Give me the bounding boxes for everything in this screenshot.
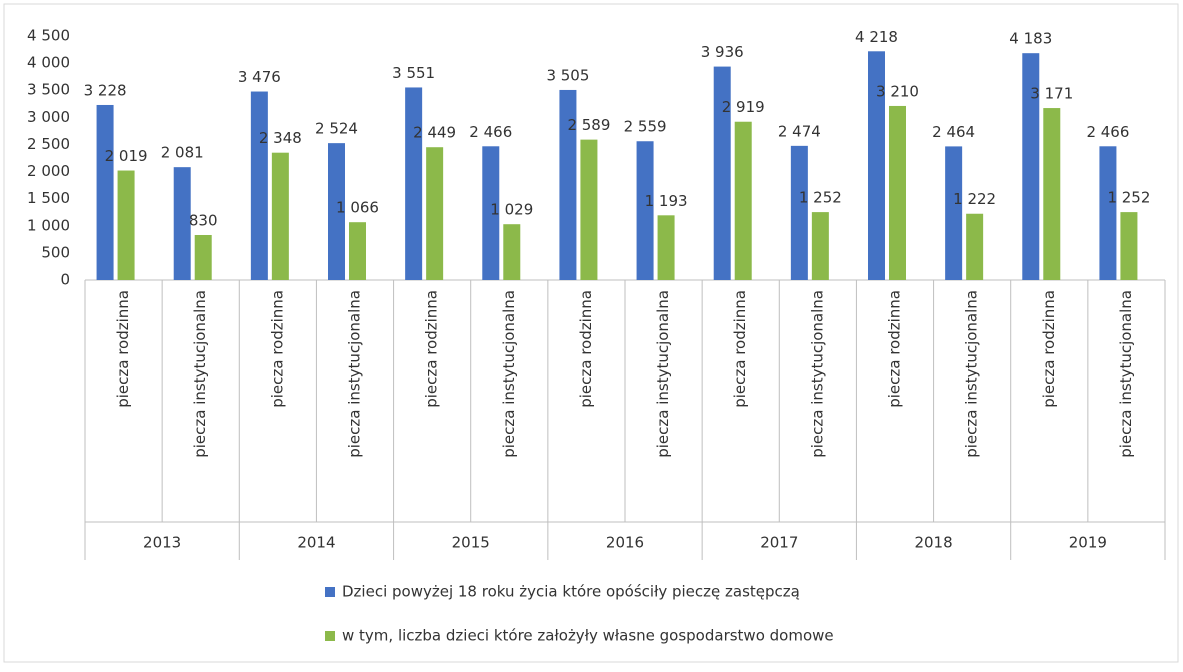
bar — [559, 89, 577, 280]
group-label: 2016 — [606, 534, 644, 552]
y-tick-label: 3 000 — [27, 108, 70, 126]
y-tick-label: 500 — [41, 243, 70, 261]
data-label: 2 348 — [259, 129, 302, 147]
bar — [503, 224, 521, 280]
data-label: 1 193 — [645, 192, 688, 210]
x-tick-label: piecza rodzinna — [114, 290, 132, 408]
data-label: 3 210 — [876, 82, 919, 100]
bar — [349, 222, 366, 280]
bar — [713, 66, 731, 281]
y-tick-label: 4 500 — [27, 27, 70, 45]
group-label: 2014 — [297, 534, 335, 552]
data-label: 1 222 — [953, 190, 996, 208]
x-tick-label: piecza instytucjonalna — [191, 290, 209, 458]
data-label: 4 183 — [1009, 30, 1052, 48]
x-tick-label: piecza rodzinna — [886, 290, 904, 408]
bar — [1043, 108, 1061, 280]
x-tick-label: piecza instytucjonalna — [654, 290, 672, 458]
bar — [945, 146, 963, 280]
x-tick-label: piecza instytucjonalna — [808, 290, 826, 458]
data-label: 830 — [189, 211, 218, 229]
data-label: 3 505 — [546, 66, 589, 84]
y-tick-label: 2 500 — [27, 135, 70, 153]
legend-label: Dzieci powyżej 18 roku życia które opóśc… — [342, 583, 800, 601]
bar — [117, 170, 135, 280]
x-tick-label: piecza instytucjonalna — [1117, 290, 1135, 458]
bar — [426, 147, 444, 280]
data-label: 3 936 — [701, 43, 744, 61]
data-label: 3 228 — [84, 81, 127, 99]
bar — [1120, 212, 1138, 280]
data-label: 2 474 — [778, 122, 821, 140]
bar — [811, 212, 829, 280]
data-label: 1 066 — [336, 199, 379, 217]
group-label: 2013 — [143, 534, 181, 552]
data-label: 2 589 — [567, 116, 610, 134]
data-label: 4 218 — [855, 28, 898, 46]
data-label: 1 252 — [799, 189, 842, 207]
bar — [405, 87, 423, 281]
bar — [868, 51, 885, 281]
x-tick-label: piecza instytucjonalna — [500, 290, 518, 458]
x-tick-label: piecza instytucjonalna — [346, 290, 364, 458]
bar — [580, 139, 598, 280]
bar — [250, 91, 268, 280]
data-label: 2 464 — [932, 123, 975, 141]
group-label: 2015 — [452, 534, 490, 552]
data-label: 2 019 — [105, 147, 148, 165]
data-label: 2 081 — [161, 144, 204, 162]
x-tick-label: piecza rodzinna — [1040, 290, 1058, 408]
bar — [889, 105, 906, 281]
y-tick-label: 1 500 — [27, 189, 70, 207]
bar — [271, 152, 289, 280]
x-tick-label: piecza rodzinna — [423, 290, 441, 408]
y-tick-label: 3 500 — [27, 81, 70, 99]
legend-swatch — [325, 631, 335, 641]
bar — [636, 141, 654, 280]
bar — [790, 145, 808, 280]
bar — [173, 167, 191, 280]
data-label: 3 476 — [238, 68, 281, 86]
group-label: 2017 — [760, 534, 798, 552]
legend-swatch — [325, 587, 335, 597]
group-label: 2018 — [914, 534, 952, 552]
data-label: 3 171 — [1030, 85, 1073, 103]
bar — [657, 215, 675, 280]
x-tick-label: piecza rodzinna — [577, 290, 595, 408]
y-tick-label: 1 000 — [27, 216, 70, 234]
legend-label: w tym, liczba dzieci które założyły włas… — [342, 627, 834, 645]
bar — [966, 213, 984, 280]
bar — [1022, 53, 1040, 280]
chart-frame — [3, 3, 1179, 663]
y-tick-label: 2 000 — [27, 162, 70, 180]
data-label: 2 449 — [413, 124, 456, 142]
x-tick-label: piecza instytucjonalna — [963, 290, 981, 458]
bar — [194, 234, 212, 280]
data-label: 1 029 — [490, 201, 533, 219]
group-label: 2019 — [1069, 534, 1107, 552]
y-tick-label: 0 — [60, 271, 70, 289]
x-tick-label: piecza rodzinna — [731, 290, 749, 408]
y-tick-label: 4 000 — [27, 54, 70, 72]
bar — [482, 146, 500, 280]
data-label: 2 466 — [469, 123, 512, 141]
data-label: 2 524 — [315, 120, 358, 138]
data-label: 3 551 — [392, 64, 435, 82]
bar — [734, 121, 752, 280]
data-label: 2 559 — [624, 118, 667, 136]
bar — [1099, 146, 1117, 280]
x-tick-label: piecza rodzinna — [268, 290, 286, 408]
data-label: 2 919 — [722, 98, 765, 116]
data-label: 2 466 — [1086, 123, 1129, 141]
data-label: 1 252 — [1107, 189, 1150, 207]
bar — [328, 143, 345, 280]
bar — [96, 104, 114, 280]
